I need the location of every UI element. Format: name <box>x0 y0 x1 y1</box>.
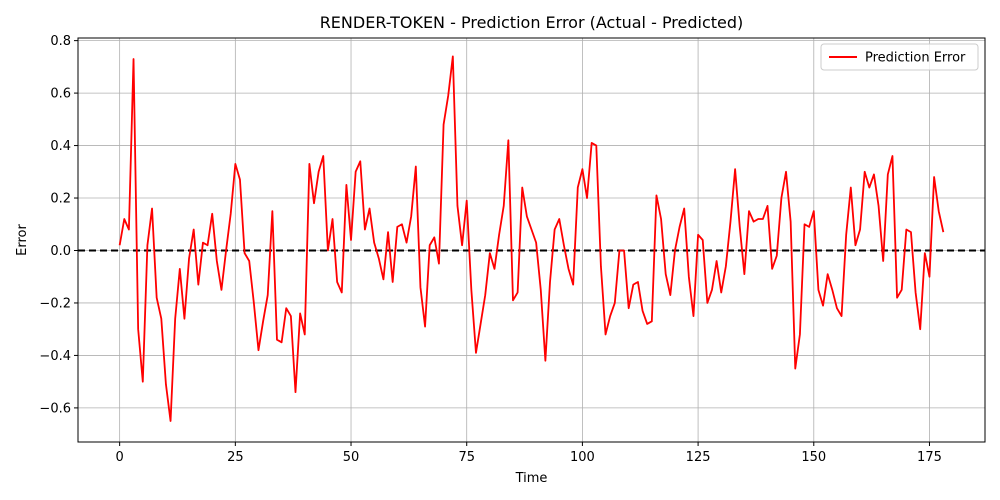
y-tick-label: −0.6 <box>39 401 71 416</box>
legend: Prediction Error <box>820 43 979 71</box>
x-tick-label: 125 <box>686 450 711 465</box>
x-tick-label: 25 <box>227 450 244 465</box>
legend-label-prediction-error: Prediction Error <box>865 51 966 66</box>
series-line-prediction-error <box>118 55 945 422</box>
legend-box <box>820 43 979 71</box>
x-axis-label: Time <box>515 471 548 486</box>
y-tick-label: 0.8 <box>50 34 71 49</box>
chart-title: RENDER-TOKEN - Prediction Error (Actual … <box>320 13 744 32</box>
y-tick-label: 0.4 <box>50 139 71 154</box>
y-axis-ticks: −0.6 −0.4 −0.2 0.0 0.2 0.4 0.6 0.8 <box>39 34 78 416</box>
x-tick-label: 150 <box>801 450 826 465</box>
x-tick-label: 50 <box>343 450 360 465</box>
plot-frame <box>77 37 986 443</box>
x-tick-label: 0 <box>116 450 124 465</box>
y-tick-label: −0.4 <box>39 349 71 364</box>
x-tick-label: 100 <box>570 450 595 465</box>
y-tick-label: 0.6 <box>50 87 71 102</box>
x-tick-label: 75 <box>458 450 475 465</box>
y-tick-label: 0.2 <box>50 192 71 207</box>
x-tick-label: 175 <box>917 450 942 465</box>
series-layer <box>118 55 945 422</box>
x-axis-ticks: 0 25 50 75 100 125 150 175 <box>116 442 942 465</box>
y-tick-label: −0.2 <box>39 296 71 311</box>
y-tick-label: 0.0 <box>50 244 71 259</box>
y-axis-label: Error <box>15 224 30 256</box>
